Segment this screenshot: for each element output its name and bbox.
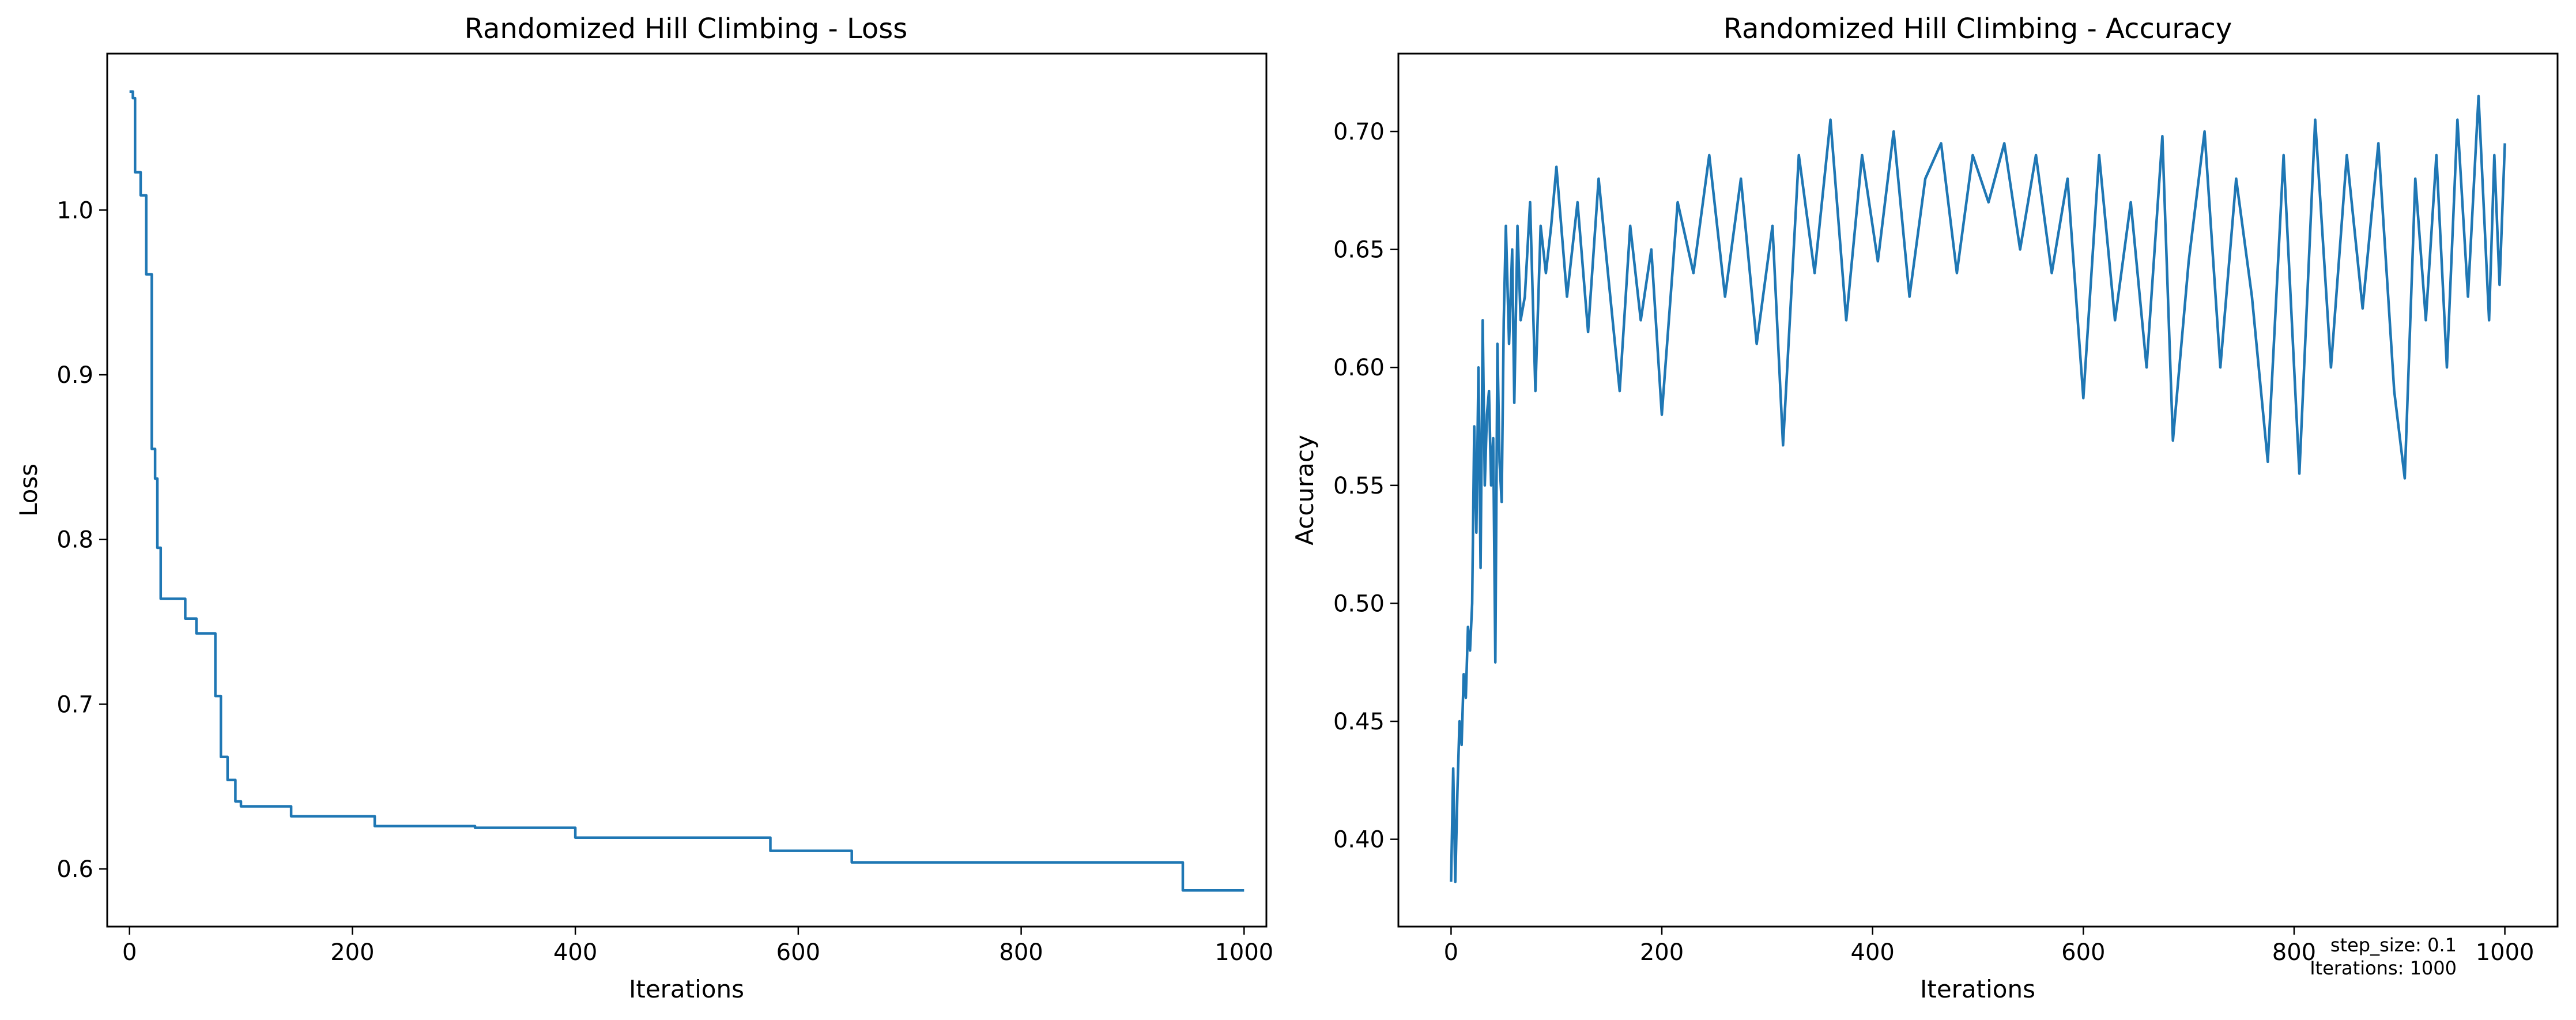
- loss-x-tick-label: 1000: [1215, 939, 1273, 966]
- accuracy-x-tick-label: 800: [2272, 939, 2316, 966]
- loss-y-tick-label: 1.0: [56, 197, 93, 224]
- accuracy-x-axis-label: Iterations: [1920, 975, 2035, 1003]
- accuracy-plot-area: [1450, 95, 2506, 883]
- loss-plot-area: [129, 90, 1244, 892]
- loss-y-tick-label: 0.7: [56, 691, 93, 718]
- accuracy-chart-title: Randomized Hill Climbing - Accuracy: [1723, 13, 2232, 45]
- accuracy-x-tick-label: 600: [2061, 939, 2105, 966]
- accuracy-x-tick-label: 200: [1640, 939, 1684, 966]
- annotation-step-size: step_size: 0.1: [2330, 934, 2457, 956]
- loss-x-tick-label: 200: [330, 939, 374, 966]
- loss-panel: Randomized Hill Climbing - Loss 0 200 400 6…: [14, 13, 1273, 1003]
- accuracy-y-tick-label: 0.55: [1333, 473, 1385, 499]
- accuracy-y-tick-label: 0.40: [1333, 827, 1385, 853]
- loss-y-tick-label: 0.9: [56, 362, 93, 389]
- accuracy-y-tick-label: 0.65: [1333, 237, 1385, 264]
- accuracy-y-axis-label: Accuracy: [1291, 435, 1319, 545]
- loss-y-axis-label: Loss: [14, 464, 43, 517]
- loss-x-axis-label: Iterations: [629, 975, 744, 1003]
- loss-series-line: [129, 90, 1244, 892]
- loss-x-tick-label: 400: [553, 939, 597, 966]
- accuracy-x-tick-label: 1000: [2476, 939, 2534, 966]
- accuracy-y-tick-label: 0.60: [1333, 355, 1385, 381]
- accuracy-series-line: [1450, 95, 2506, 883]
- accuracy-axes-frame: [1397, 52, 2559, 928]
- accuracy-y-tick-label: 0.50: [1333, 590, 1385, 617]
- accuracy-x-ticks: 0 200 400 600 800 1000: [1444, 927, 2534, 966]
- loss-axes-frame: [106, 52, 1268, 928]
- loss-x-tick-label: 800: [999, 939, 1043, 966]
- accuracy-y-tick-label: 0.45: [1333, 709, 1385, 735]
- accuracy-x-tick-label: 0: [1444, 939, 1458, 966]
- loss-y-ticks: 0.6 0.7 0.8 0.9 1.0: [56, 197, 107, 883]
- loss-y-tick-label: 0.6: [56, 856, 93, 883]
- loss-chart-title: Randomized Hill Climbing - Loss: [465, 13, 908, 45]
- accuracy-y-ticks: 0.40 0.45 0.50 0.55 0.60 0.65 0.70: [1333, 119, 1398, 853]
- loss-y-tick-label: 0.8: [56, 527, 93, 554]
- accuracy-y-tick-label: 0.70: [1333, 119, 1385, 145]
- accuracy-panel: Randomized Hill Climbing - Accuracy 0 200…: [1291, 13, 2559, 1003]
- annotation-iterations: Iterations: 1000: [2310, 957, 2457, 979]
- loss-x-tick-label: 0: [122, 939, 137, 966]
- loss-x-tick-label: 600: [776, 939, 820, 966]
- loss-x-ticks: 0 200 400 600 800 1000: [122, 927, 1273, 966]
- accuracy-x-tick-label: 400: [1851, 939, 1895, 966]
